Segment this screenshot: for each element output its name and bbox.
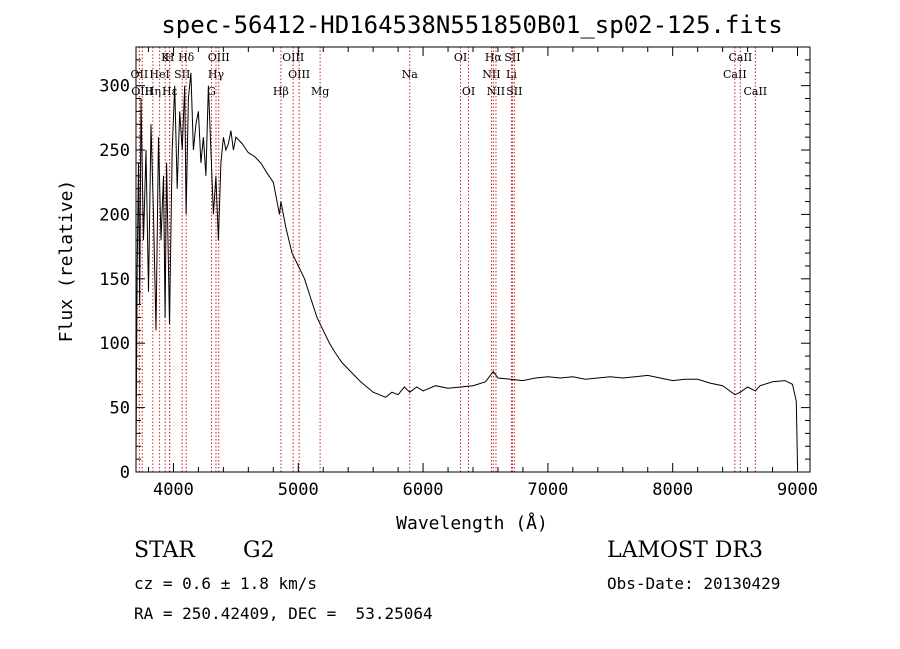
y-tick-label: 250: [99, 141, 130, 161]
y-tick-label: 100: [99, 334, 130, 354]
marker-label: Hβ: [273, 85, 289, 98]
marker-label: OIII: [208, 51, 230, 64]
marker-label: Na: [402, 68, 419, 81]
line-markers: HδOIIOIIIKHHeISIIHηHεOIIIHγGOIIIOIIIHβMg…: [131, 47, 767, 472]
marker-label: NII: [487, 85, 505, 98]
marker-label: Hη: [145, 85, 161, 98]
marker-label: SII: [506, 85, 522, 98]
marker-label: HeI: [149, 68, 169, 81]
marker-label: Hδ: [178, 51, 195, 64]
marker-label: Hγ: [208, 68, 225, 81]
coordinates-readout: RA = 250.42409, DEC = 53.25064: [134, 604, 433, 623]
spectrum-line: [135, 72, 798, 466]
marker-label: SII: [174, 68, 190, 81]
plot-frame: [135, 46, 811, 473]
object-subclass: G2: [243, 538, 275, 563]
marker-label: NII: [482, 68, 500, 81]
x-tick-label: 9000: [777, 480, 818, 500]
marker-label: CaII: [729, 51, 753, 64]
y-axis-label: Flux (relative): [56, 180, 77, 343]
y-tick-label: 0: [120, 463, 130, 483]
chart-title: spec-56412-HD164538N551850B01_sp02-125.f…: [161, 11, 782, 39]
y-tick-label: 300: [99, 77, 130, 97]
x-tick-label: 5000: [278, 480, 319, 500]
marker-label: OI: [462, 85, 475, 98]
marker-label: Li: [506, 68, 517, 81]
marker-label: Hε: [162, 85, 178, 98]
x-tick-label: 4000: [153, 480, 194, 500]
marker-label: SII: [504, 51, 520, 64]
x-tick-label: 8000: [652, 480, 693, 500]
object-class: STAR: [134, 538, 195, 563]
marker-label: CaII: [723, 68, 747, 81]
marker-label: OI: [454, 51, 467, 64]
marker-label: CaII: [743, 85, 767, 98]
marker-label: OIII: [131, 85, 153, 98]
x-axis-label: Wavelength (Å): [396, 512, 548, 534]
x-tick-label: 6000: [403, 480, 444, 500]
y-tick-label: 150: [99, 270, 130, 290]
survey-label: LAMOST DR3: [607, 538, 763, 563]
marker-label: OIII: [288, 68, 310, 81]
obs-date: Obs-Date: 20130429: [607, 574, 781, 593]
axes: 4000 5000 6000 7000 8000 9000 0 50 100 150 200 250 3…: [99, 47, 818, 500]
y-tick-label: 200: [99, 205, 130, 225]
marker-label: G: [207, 85, 216, 98]
marker-label: K: [161, 51, 170, 64]
spectrum-series: [135, 72, 798, 466]
y-tick-label: 50: [110, 399, 130, 419]
marker-label: OIII: [282, 51, 304, 64]
marker-label: Hα: [485, 51, 503, 64]
marker-label: OII: [131, 68, 149, 81]
x-tick-label: 7000: [527, 480, 568, 500]
redshift-readout: cz = 0.6 ± 1.8 km/s: [134, 574, 318, 593]
marker-label: Mg: [311, 85, 329, 98]
